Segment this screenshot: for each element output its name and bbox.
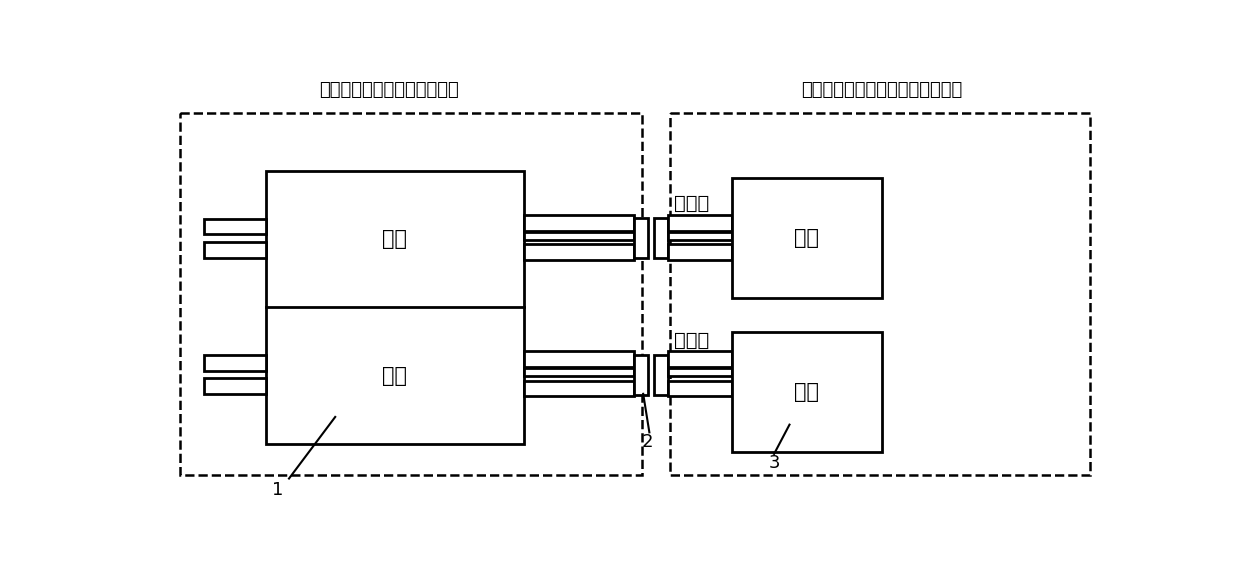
Bar bbox=[523, 244, 634, 260]
Bar bbox=[265, 171, 523, 444]
Bar bbox=[523, 352, 634, 367]
Text: 联轴器: 联轴器 bbox=[675, 194, 709, 213]
Bar bbox=[523, 215, 634, 231]
Bar bbox=[653, 355, 668, 394]
Bar bbox=[732, 332, 882, 451]
Bar bbox=[668, 244, 732, 260]
Text: 1: 1 bbox=[272, 481, 283, 499]
Text: 2: 2 bbox=[641, 433, 652, 451]
Bar bbox=[634, 218, 647, 258]
Bar bbox=[180, 113, 641, 475]
Bar bbox=[205, 355, 265, 371]
Bar bbox=[523, 369, 634, 376]
Bar bbox=[653, 218, 668, 258]
Bar bbox=[668, 352, 732, 367]
Bar bbox=[523, 232, 634, 240]
Bar bbox=[523, 381, 634, 396]
Bar bbox=[634, 355, 647, 394]
Text: 转子: 转子 bbox=[382, 229, 408, 249]
Bar bbox=[205, 379, 265, 394]
Bar bbox=[670, 113, 1090, 475]
Bar bbox=[668, 232, 732, 240]
Text: 电机: 电机 bbox=[795, 382, 820, 402]
Text: 联轴器: 联轴器 bbox=[675, 330, 709, 349]
Text: 双转子类压缩机转子电机驱动部分: 双转子类压缩机转子电机驱动部分 bbox=[801, 80, 962, 99]
Bar bbox=[668, 381, 732, 396]
Bar bbox=[732, 178, 882, 298]
Bar bbox=[668, 369, 732, 376]
Bar bbox=[668, 215, 732, 231]
Text: 双转子类压缩机转子结构部分: 双转子类压缩机转子结构部分 bbox=[319, 80, 459, 99]
Text: 转子: 转子 bbox=[382, 366, 408, 386]
Bar bbox=[205, 242, 265, 258]
Text: 电机: 电机 bbox=[795, 228, 820, 248]
Bar bbox=[205, 219, 265, 234]
Text: 3: 3 bbox=[769, 454, 780, 472]
